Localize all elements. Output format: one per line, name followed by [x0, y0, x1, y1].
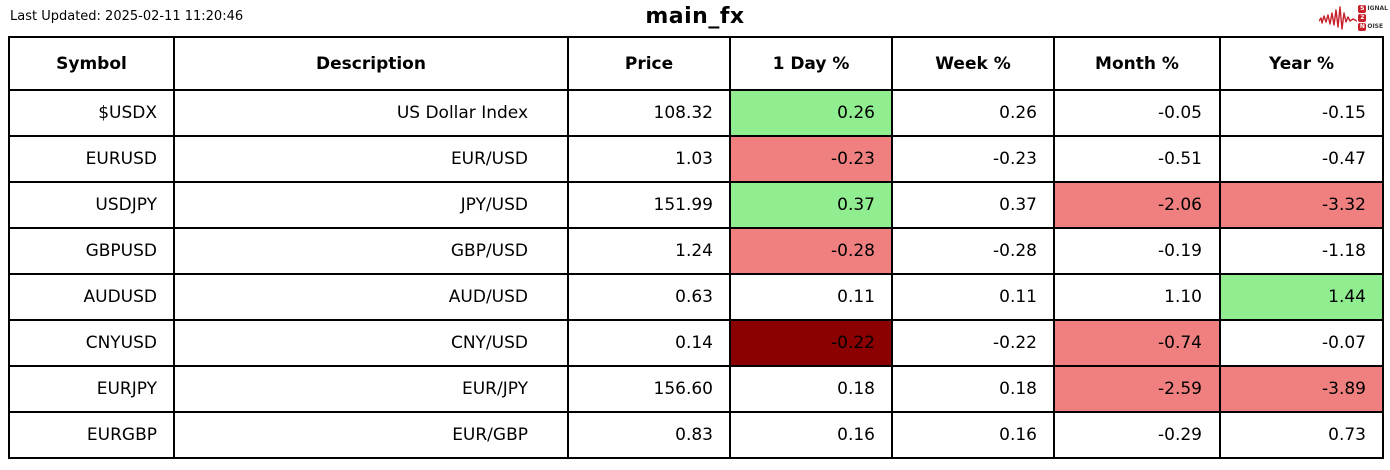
column-header-month-pct: Month %: [1053, 36, 1221, 91]
cell-month-pct: -2.59: [1053, 365, 1221, 413]
cell-1-day-pct: -0.22: [729, 319, 893, 367]
cell-price: 108.32: [567, 89, 731, 137]
cell-symbol: GBPUSD: [8, 227, 175, 275]
cell-month-pct: 1.10: [1053, 273, 1221, 321]
cell-price: 1.24: [567, 227, 731, 275]
cell-1-day-pct: 0.11: [729, 273, 893, 321]
column-header-week-pct: Week %: [891, 36, 1055, 91]
cell-year-pct: -3.89: [1219, 365, 1384, 413]
table-row-usdjpy: USDJPY JPY/USD 151.99 0.37 0.37 -2.06 -3.32: [8, 181, 1384, 229]
cell-month-pct: -0.05: [1053, 89, 1221, 137]
cell-year-pct: 0.73: [1219, 411, 1384, 459]
cell-description: EUR/GBP: [173, 411, 569, 459]
cell-year-pct: 1.44: [1219, 273, 1384, 321]
table-row-eurgbp: EURGBP EUR/GBP 0.83 0.16 0.16 -0.29 0.73: [8, 411, 1384, 459]
cell-description: US Dollar Index: [173, 89, 569, 137]
logo-letter-2: 2: [1358, 14, 1367, 22]
cell-month-pct: -0.19: [1053, 227, 1221, 275]
logo-letter-n: N: [1358, 23, 1367, 31]
table-row-cnyusd: CNYUSD CNY/USD 0.14 -0.22 -0.22 -0.74 -0.07: [8, 319, 1384, 367]
cell-month-pct: -2.06: [1053, 181, 1221, 229]
cell-price: 1.03: [567, 135, 731, 183]
cell-description: EUR/USD: [173, 135, 569, 183]
header-row: Symbol Description Price 1 Day % Week % …: [8, 36, 1384, 91]
cell-description: JPY/USD: [173, 181, 569, 229]
column-header-symbol: Symbol: [8, 36, 175, 91]
cell-month-pct: -0.74: [1053, 319, 1221, 367]
cell-week-pct: 0.26: [891, 89, 1055, 137]
cell-year-pct: -1.18: [1219, 227, 1384, 275]
cell-1-day-pct: -0.23: [729, 135, 893, 183]
fx-table-header: Symbol Description Price 1 Day % Week % …: [8, 36, 1384, 91]
cell-week-pct: 0.16: [891, 411, 1055, 459]
table-row-eurusd: EURUSD EUR/USD 1.03 -0.23 -0.23 -0.51 -0.47: [8, 135, 1384, 183]
column-header-description: Description: [173, 36, 569, 91]
logo-word-oise: OISE: [1367, 23, 1384, 30]
cell-description: AUD/USD: [173, 273, 569, 321]
cell-price: 151.99: [567, 181, 731, 229]
table-row-usdx: $USDX US Dollar Index 108.32 0.26 0.26 -0.05-…: [8, 89, 1384, 137]
cell-month-pct: -0.29: [1053, 411, 1221, 459]
cell-price: 0.63: [567, 273, 731, 321]
cell-year-pct: -3.32: [1219, 181, 1384, 229]
logo-word-ignal: IGNAL: [1367, 5, 1388, 12]
cell-week-pct: -0.28: [891, 227, 1055, 275]
cell-week-pct: -0.23: [891, 135, 1055, 183]
cell-description: EUR/JPY: [173, 365, 569, 413]
cell-week-pct: 0.18: [891, 365, 1055, 413]
cell-description: CNY/USD: [173, 319, 569, 367]
cell-symbol: CNYUSD: [8, 319, 175, 367]
cell-1-day-pct: 0.16: [729, 411, 893, 459]
cell-1-day-pct: 0.18: [729, 365, 893, 413]
top-bar: Last Updated: 2025-02-11 11:20:46 main_f…: [0, 0, 1390, 36]
cell-year-pct: -0.47: [1219, 135, 1384, 183]
cell-symbol: AUDUSD: [8, 273, 175, 321]
waveform-icon: [1319, 6, 1358, 30]
cell-week-pct: -0.22: [891, 319, 1055, 367]
page-title: main_fx: [645, 4, 745, 29]
cell-week-pct: 0.11: [891, 273, 1055, 321]
cell-symbol: EURUSD: [8, 135, 175, 183]
cell-year-pct: -0.15: [1219, 89, 1384, 137]
fx-table-body: $USDX US Dollar Index 108.32 0.26 0.26 -0.05-…: [8, 89, 1384, 459]
fx-table: Symbol Description Price 1 Day % Week % …: [8, 36, 1384, 459]
cell-price: 156.60: [567, 365, 731, 413]
cell-symbol: EURJPY: [8, 365, 175, 413]
cell-symbol: $USDX: [8, 89, 175, 137]
cell-price: 0.83: [567, 411, 731, 459]
cell-1-day-pct: 0.37: [729, 181, 893, 229]
cell-year-pct: -0.07: [1219, 319, 1384, 367]
cell-symbol: EURGBP: [8, 411, 175, 459]
cell-week-pct: 0.37: [891, 181, 1055, 229]
logo-text: S IGNAL 2 N OISE: [1358, 5, 1388, 32]
column-header-1-day-pct: 1 Day %: [729, 36, 893, 91]
cell-1-day-pct: 0.26: [729, 89, 893, 137]
table-row-audusd: AUDUSD AUD/USD 0.63 0.11 0.11 1.10 1.44: [8, 273, 1384, 321]
column-header-price: Price: [567, 36, 731, 91]
signal2noise-logo: S IGNAL 2 N OISE: [1319, 4, 1388, 32]
cell-month-pct: -0.51: [1053, 135, 1221, 183]
last-updated-timestamp: Last Updated: 2025-02-11 11:20:46: [10, 9, 244, 24]
logo-letter-s: S: [1358, 5, 1367, 13]
cell-symbol: USDJPY: [8, 181, 175, 229]
column-header-year-pct: Year %: [1219, 36, 1384, 91]
table-row-gbpusd: GBPUSD GBP/USD 1.24 -0.28 -0.28 -0.19 -1.18: [8, 227, 1384, 275]
cell-1-day-pct: -0.28: [729, 227, 893, 275]
table-row-eurjpy: EURJPY EUR/JPY 156.60 0.18 0.18 -2.59 -3.89: [8, 365, 1384, 413]
cell-description: GBP/USD: [173, 227, 569, 275]
cell-price: 0.14: [567, 319, 731, 367]
